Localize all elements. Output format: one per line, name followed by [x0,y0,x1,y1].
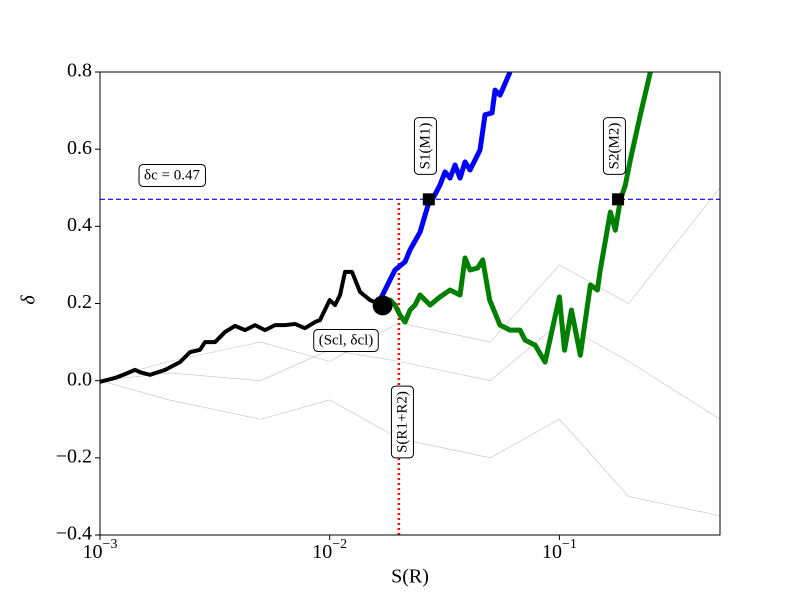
x-tick-exponent: −1 [562,537,577,552]
annotation-text: δc = 0.47 [144,167,200,183]
annotation: δc = 0.47 [138,163,206,187]
x-tick-base: 10 [312,541,332,563]
annotation: S(R1+R2) [390,385,414,459]
annotation-box [138,163,206,187]
y-tick-label: 0.0 [67,368,92,390]
series-line [100,322,720,420]
annotation-text: S(R1+R2) [394,391,410,453]
x-tick-exponent: −2 [332,537,347,552]
annotation: (Scl, δcl) [313,328,379,352]
annotation-text: S1(M1) [417,123,433,170]
x-tick-base: 10 [83,541,103,563]
y-tick-label: −0.2 [56,445,92,467]
x-axis-label: S(R) [391,566,429,588]
x-tick-base: 10 [542,541,562,563]
y-axis-label: δ [18,295,40,305]
x-tick-label: 10−1 [542,537,577,562]
y-tick-label: 0.8 [67,60,92,82]
x-tick-exponent: −3 [103,537,118,552]
annotation-box [313,328,379,352]
series-line [100,187,720,381]
annotation: S2(M2) [602,117,626,175]
y-tick-label: 0.2 [67,291,92,313]
annotation: S1(M1) [413,117,437,175]
y-tick-label: 0.4 [67,214,92,236]
series-line [376,72,653,365]
annotation-box [390,385,414,459]
annotation-text: (Scl, δcl) [319,332,374,348]
annotation-text: S2(M2) [606,123,622,170]
point-marker [612,193,625,206]
series-line [100,269,378,384]
point-marker [372,295,393,316]
y-tick-label: −0.4 [56,523,92,545]
annotation-box [413,117,437,175]
point-marker [422,193,435,206]
annotation-box [602,117,626,175]
y-tick-label: 0.6 [67,137,92,159]
x-tick-label: 10−3 [83,537,118,562]
x-tick-label: 10−2 [312,537,347,562]
series-line [375,72,513,305]
